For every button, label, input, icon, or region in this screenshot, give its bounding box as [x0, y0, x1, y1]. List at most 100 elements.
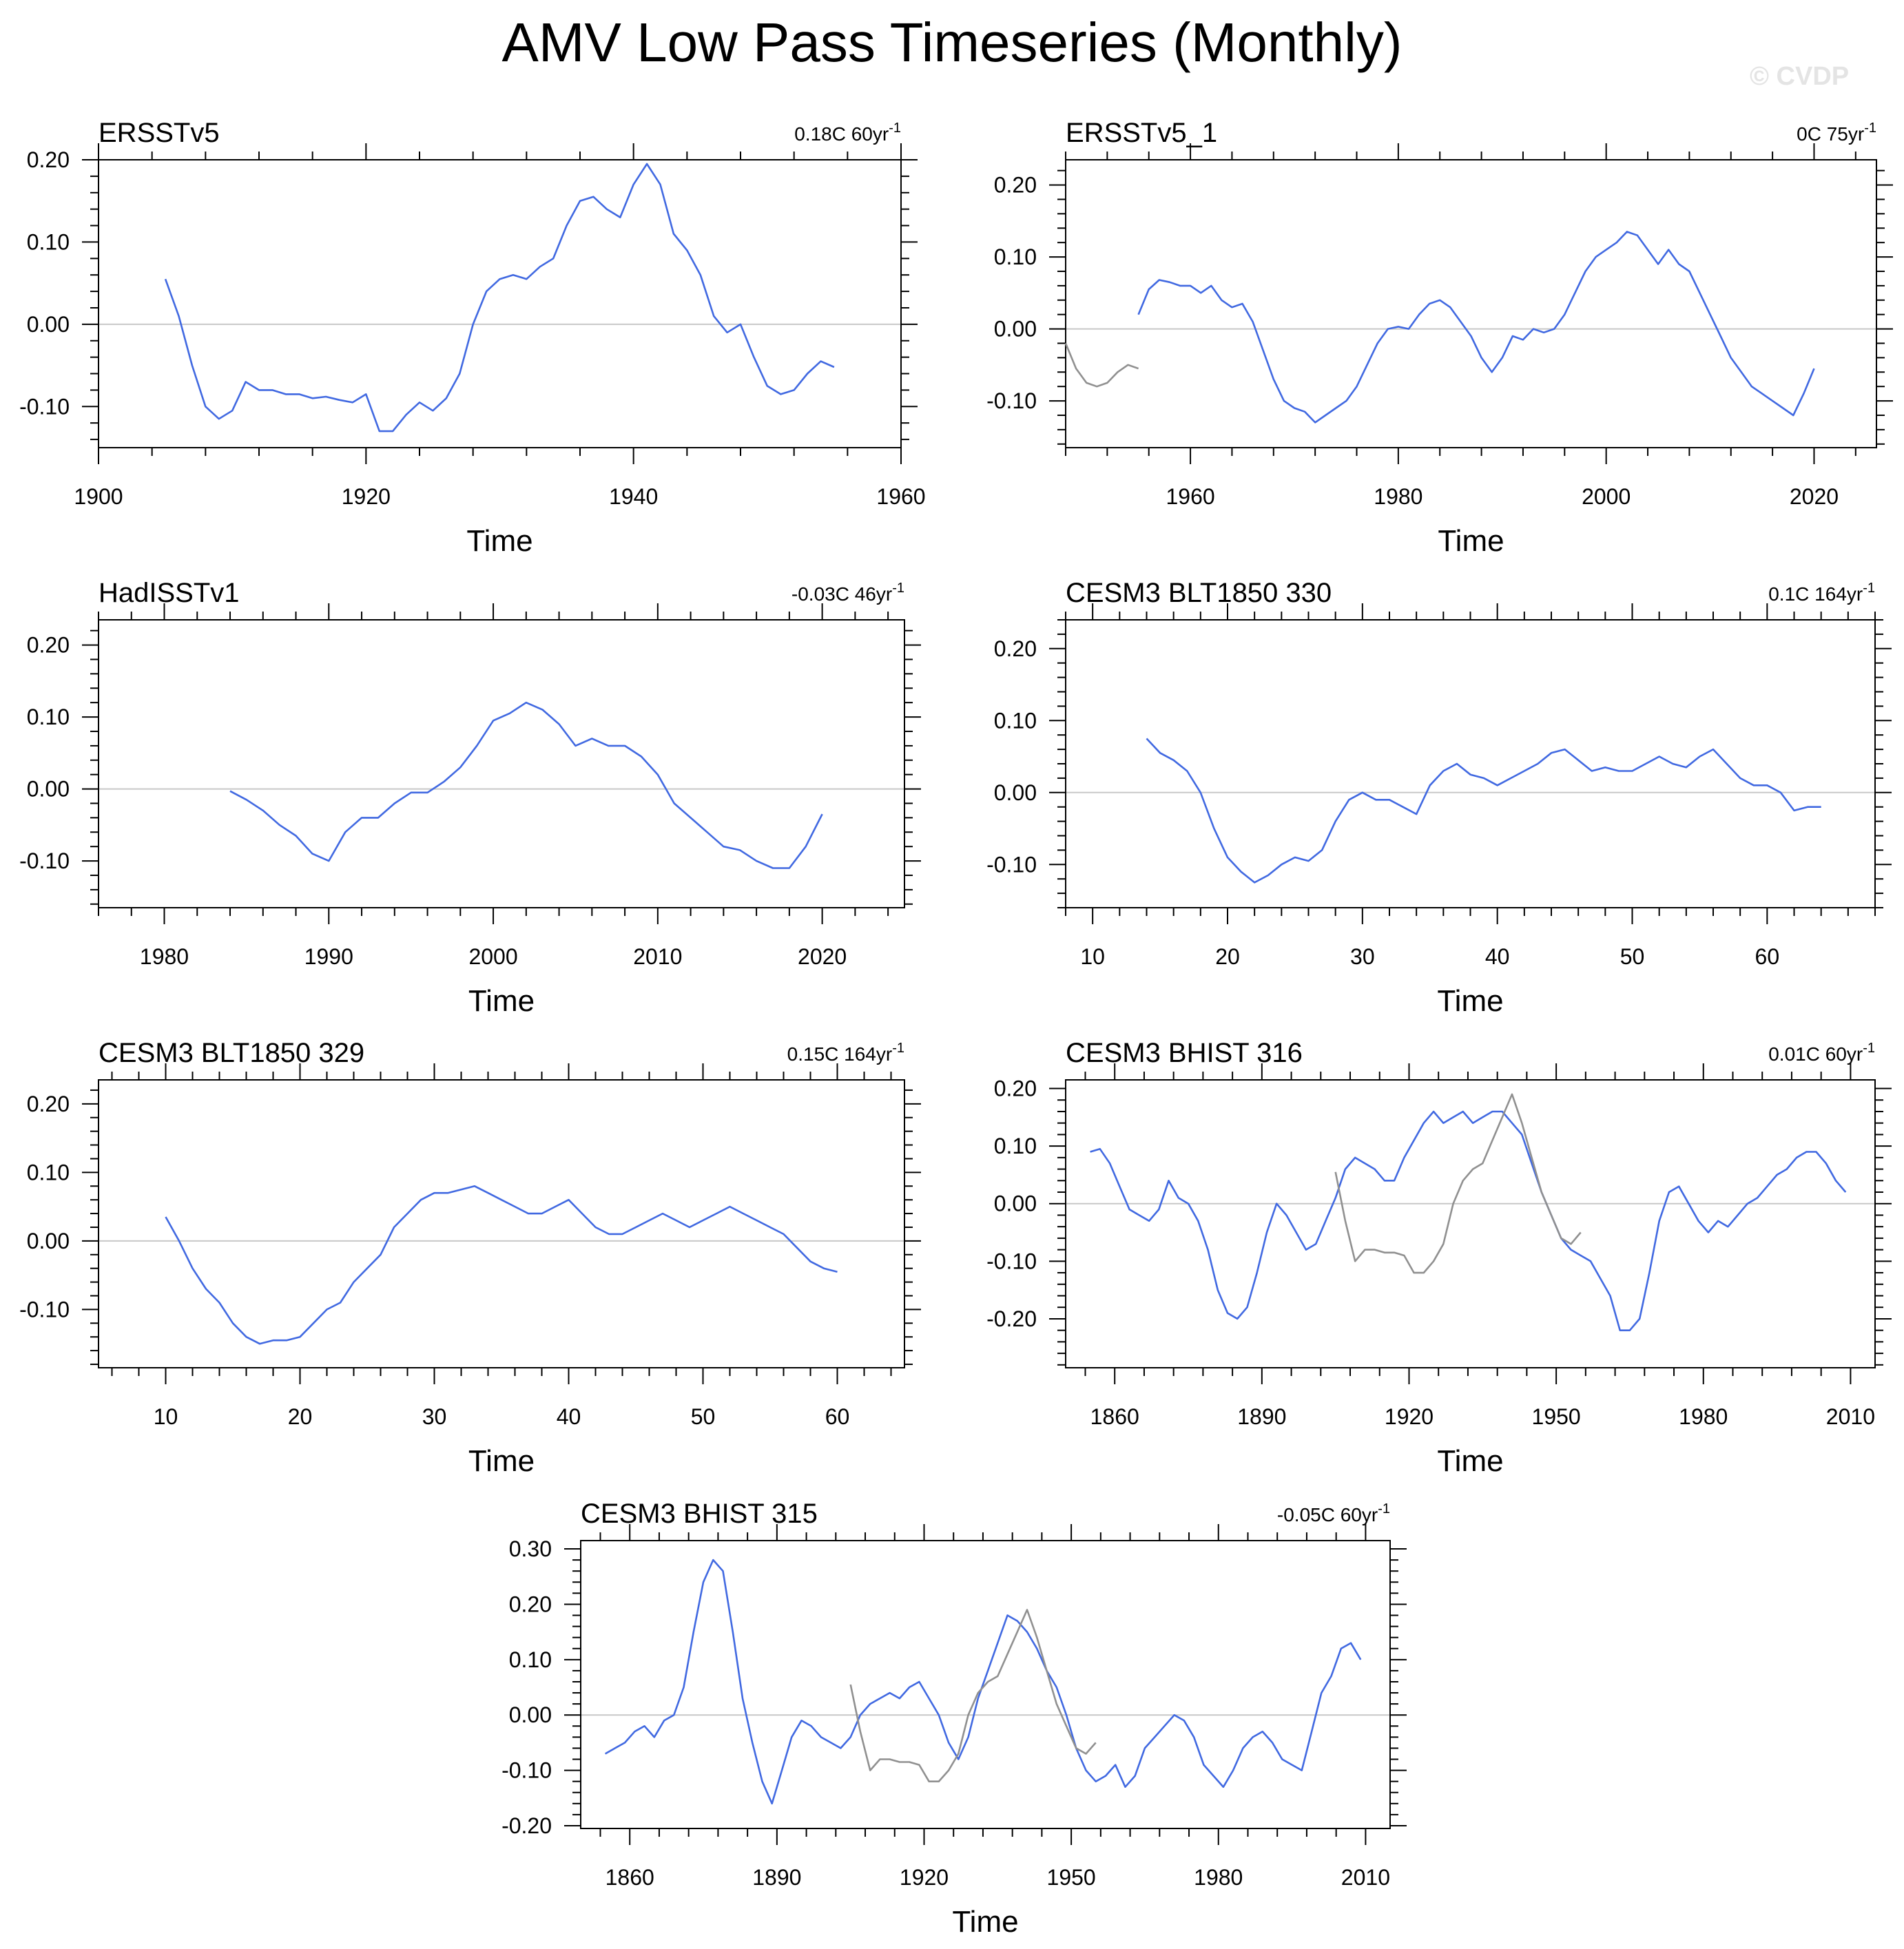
chart1-series-line	[164, 163, 835, 432]
chart6-frame	[1065, 1079, 1876, 1368]
chart1-y-tick-label: 0.00	[27, 312, 70, 337]
chart6-x-tick-label: 2010	[1826, 1404, 1875, 1429]
chart3-x-axis-label: Time	[468, 984, 535, 1018]
chart5-y-tick-label: -0.10	[19, 1297, 70, 1322]
chart7-frame	[580, 1540, 1391, 1829]
chart5-series-line	[165, 1185, 838, 1345]
page-title: AMV Low Pass Timeseries (Monthly)	[501, 12, 1403, 73]
chart3: 1980 1990 2000 2010 2020 -0.10 0.00 0.10 0.20 Had…	[19, 578, 921, 1018]
chart2-x-tick-label: 2020	[1790, 484, 1839, 509]
chart5-y-tick-label: 0.10	[27, 1160, 70, 1185]
chart3-y-tick-label: 0.20	[27, 633, 70, 658]
chart4-x-tick-label: 60	[1755, 944, 1780, 969]
chart5-trend-label: 0.15C 164yr-1	[787, 1041, 904, 1065]
chart5-y-tick-label: 0.20	[27, 1092, 70, 1116]
chart2-y-tick-label: 0.10	[994, 244, 1037, 269]
chart3-x-tick-label: 2000	[468, 944, 517, 969]
chart4-y-tick-label: -0.10	[986, 852, 1037, 877]
chart5-frame	[98, 1079, 905, 1368]
chart4-series-line	[1146, 738, 1821, 884]
chart6-series-line	[1090, 1110, 1847, 1331]
chart3-title: HadISSTv1	[99, 578, 240, 608]
chart2-title: ERSSTv5_1	[1066, 118, 1217, 148]
chart1-plot-area: 1900 1920 1940 1960 -0.10 0.00 0.10 0.20 ERSSTv5…	[19, 118, 926, 558]
chart5-x-tick-label: 10	[154, 1404, 178, 1429]
chart4-x-tick-label: 10	[1080, 944, 1105, 969]
chart7-x-tick-label: 1980	[1194, 1865, 1243, 1890]
chart2-x-tick-label: 1960	[1166, 484, 1214, 509]
chart4-y-tick-label: 0.00	[994, 780, 1037, 805]
chart2-frame	[1065, 159, 1877, 448]
chart7-y-tick-label: -0.20	[501, 1813, 552, 1838]
chart3-trend-label: -0.03C 46yr-1	[791, 581, 904, 605]
chart4-trend-label: 0.1C 164yr-1	[1768, 581, 1875, 605]
chart5-plot-area: 10 20 30 40 50 60 -0.10 0.00 0.10 0.20 CESM3 BLT18…	[19, 1038, 921, 1478]
chart1-x-tick-label: 1920	[342, 484, 391, 509]
chart5-title: CESM3 BLT1850 329	[99, 1038, 364, 1068]
chart4-x-tick-label: 20	[1215, 944, 1240, 969]
chart1-y-tick-label: 0.10	[27, 229, 70, 254]
chart6-x-tick-label: 1920	[1385, 1404, 1434, 1429]
chart3-y-tick-label: -0.10	[19, 848, 70, 873]
chart3-series-line	[229, 701, 823, 869]
watermark: © CVDP	[1750, 62, 1850, 91]
chart4: 10 20 30 40 50 60 -0.10 0.00 0.10 0.20 CESM3 BLT18…	[986, 578, 1892, 1018]
chart4-y-tick-label: 0.20	[994, 636, 1037, 661]
chart2-obs-series-line	[1064, 343, 1139, 388]
chart3-plot-area: 1980 1990 2000 2010 2020 -0.10 0.00 0.10 0.20 Had…	[19, 578, 921, 1018]
chart7-x-axis-label: Time	[952, 1905, 1018, 1939]
chart6-y-tick-label: 0.10	[994, 1134, 1037, 1158]
chart6-title: CESM3 BHIST 316	[1066, 1038, 1303, 1068]
chart7-y-tick-label: 0.30	[509, 1536, 552, 1561]
chart7-x-tick-label: 2010	[1341, 1865, 1390, 1890]
chart6-x-tick-label: 1890	[1237, 1404, 1286, 1429]
chart2-y-tick-label: 0.20	[994, 173, 1037, 198]
chart6-y-tick-label: -0.20	[986, 1306, 1037, 1331]
chart7-trend-label: -0.05C 60yr-1	[1277, 1501, 1390, 1525]
chart1-frame	[98, 159, 902, 448]
chart4-frame	[1065, 619, 1876, 908]
chart5-x-tick-label: 30	[422, 1404, 447, 1429]
chart4-x-axis-label: Time	[1437, 984, 1503, 1018]
chart5: 10 20 30 40 50 60 -0.10 0.00 0.10 0.20 CESM3 BLT18…	[19, 1038, 921, 1478]
chart7-series-line	[604, 1559, 1362, 1805]
chart1-x-tick-label: 1960	[876, 484, 925, 509]
chart7-x-tick-label: 1890	[752, 1865, 801, 1890]
chart6-x-axis-label: Time	[1437, 1444, 1503, 1478]
chart3-x-tick-label: 1980	[140, 944, 189, 969]
chart3-x-tick-label: 2010	[633, 944, 682, 969]
chart7-title: CESM3 BHIST 315	[581, 1499, 818, 1529]
chart6-trend-label: 0.01C 60yr-1	[1768, 1041, 1875, 1065]
chart3-x-tick-label: 2020	[798, 944, 847, 969]
chart5-x-tick-label: 20	[288, 1404, 313, 1429]
chart6-y-tick-label: 0.00	[994, 1191, 1037, 1216]
chart6-plot-area: 1860 1890 1920 1950 1980 2010 -0.20 -0.10 0.00 0.…	[986, 1038, 1892, 1478]
chart7-x-tick-label: 1920	[900, 1865, 949, 1890]
chart2-trend-label: 0C 75yr-1	[1797, 121, 1876, 145]
chart1-title: ERSSTv5	[99, 118, 220, 148]
chart1-y-tick-label: 0.20	[27, 147, 70, 172]
chart1-y-tick-label: -0.10	[19, 394, 70, 419]
chart2-y-tick-label: 0.00	[994, 317, 1037, 342]
chart7-plot-area: 1860 1890 1920 1950 1980 2010 -0.20 -0.10 0.00 0.…	[501, 1499, 1407, 1939]
chart1: 1900 1920 1940 1960 -0.10 0.00 0.10 0.20 ERSSTv5…	[19, 118, 926, 558]
chart4-x-tick-label: 50	[1620, 944, 1645, 969]
chart5-x-tick-label: 50	[691, 1404, 716, 1429]
chart2: 1960 1980 2000 2020 -0.10 0.00 0.10 0.20 ERSSTv5…	[986, 118, 1893, 558]
chart6-obs-series-line	[1334, 1093, 1582, 1274]
chart1-x-tick-label: 1900	[74, 484, 123, 509]
chart6: 1860 1890 1920 1950 1980 2010 -0.20 -0.10 0.00 0.…	[986, 1038, 1892, 1478]
chart4-x-tick-label: 30	[1350, 944, 1375, 969]
chart7-y-tick-label: 0.20	[509, 1592, 552, 1616]
chart4-title: CESM3 BLT1850 330	[1066, 578, 1332, 608]
chart7-x-tick-label: 1860	[606, 1865, 654, 1890]
chart7-x-tick-label: 1950	[1047, 1865, 1096, 1890]
chart7-obs-series-line	[849, 1609, 1097, 1782]
chart7: 1860 1890 1920 1950 1980 2010 -0.20 -0.10 0.00 0.…	[501, 1499, 1407, 1939]
chart2-x-tick-label: 1980	[1374, 484, 1422, 509]
chart1-x-axis-label: Time	[466, 524, 532, 558]
chart5-x-tick-label: 40	[557, 1404, 581, 1429]
chart4-x-tick-label: 40	[1485, 944, 1510, 969]
chart6-x-tick-label: 1950	[1532, 1404, 1581, 1429]
